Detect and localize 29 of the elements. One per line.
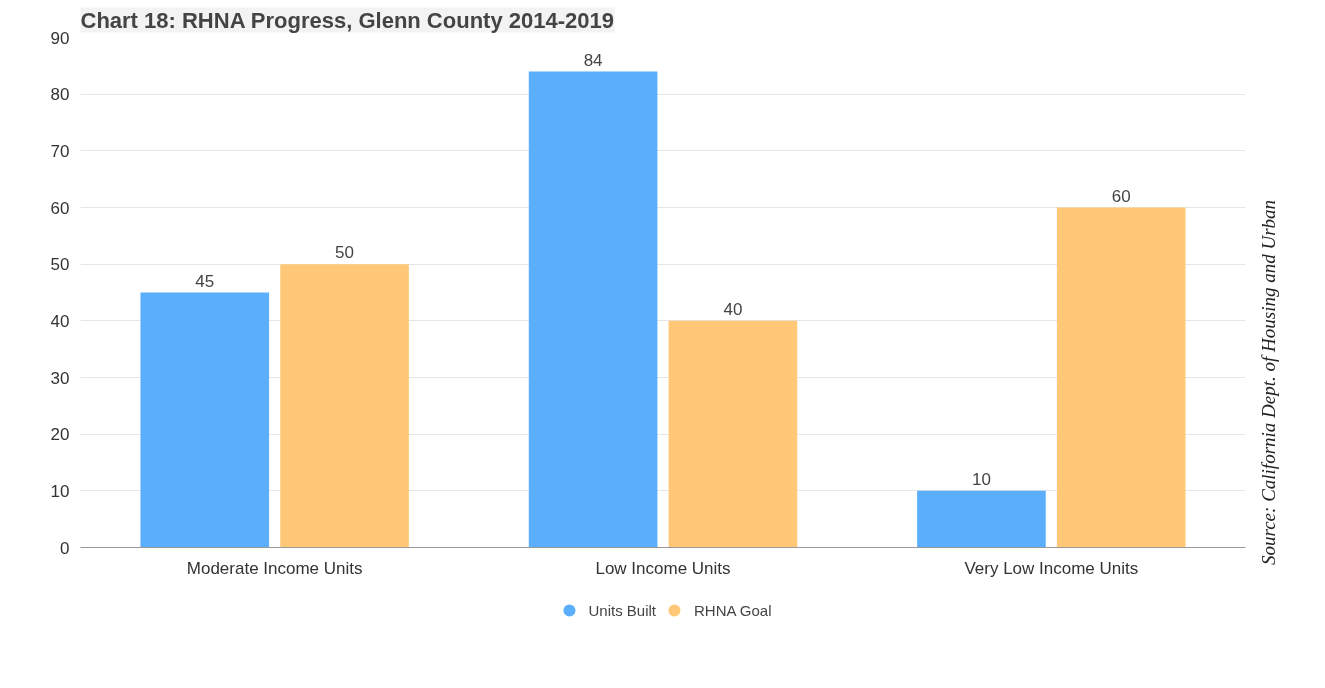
y-tick-label: 0: [60, 538, 70, 558]
bar: [140, 292, 270, 548]
y-tick-label: 20: [50, 425, 70, 445]
bar: [528, 71, 658, 548]
bar: [280, 264, 409, 548]
data-label: 40: [723, 299, 743, 319]
bar: [1056, 207, 1186, 548]
x-tick-label: Very Low Income Units: [964, 558, 1139, 578]
y-tick-label: 30: [50, 368, 70, 388]
y-tick-label: 60: [50, 198, 70, 218]
data-label: 45: [195, 271, 215, 291]
bar: [917, 490, 1046, 548]
x-tick-label: Low Income Units: [595, 558, 731, 578]
y-tick-label: 10: [50, 481, 70, 501]
x-tick-label: Moderate Income Units: [186, 558, 363, 578]
source-note: Source: California Dept. of Housing and Urban: [1257, 199, 1280, 565]
data-label: 84: [583, 50, 603, 70]
y-tick-label: 40: [50, 311, 70, 331]
legend-label: Units Built: [588, 601, 656, 619]
chart-title: Chart 18: RHNA Progress, Glenn County 2014-2019: [80, 7, 614, 33]
bar: [668, 320, 798, 548]
data-label: 60: [1111, 186, 1131, 206]
y-tick-label: 50: [50, 255, 70, 275]
legend-label: RHNA Goal: [694, 601, 772, 619]
y-tick-label: 70: [50, 141, 70, 161]
data-label: 10: [971, 469, 991, 489]
y-tick-label: 90: [50, 28, 70, 48]
y-tick-label: 80: [50, 85, 70, 105]
data-label: 50: [335, 243, 355, 263]
